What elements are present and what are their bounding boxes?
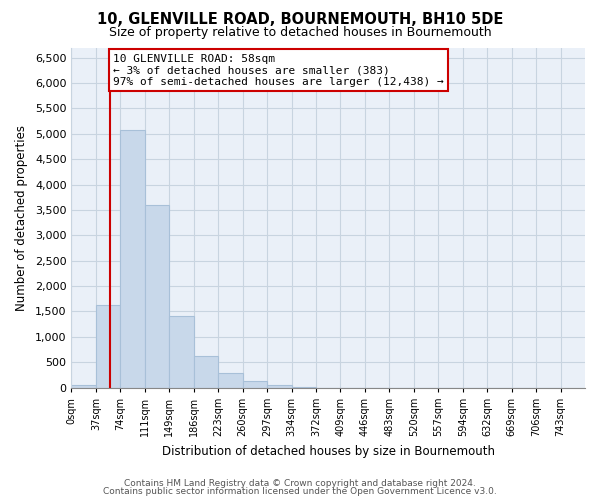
Bar [242,381,267,388]
Bar [267,385,292,388]
Bar [96,306,121,388]
Bar [71,385,96,388]
Bar [194,356,218,388]
Text: 10, GLENVILLE ROAD, BOURNEMOUTH, BH10 5DE: 10, GLENVILLE ROAD, BOURNEMOUTH, BH10 5D… [97,12,503,28]
Y-axis label: Number of detached properties: Number of detached properties [15,124,28,310]
Bar [121,130,145,388]
Text: Contains HM Land Registry data © Crown copyright and database right 2024.: Contains HM Land Registry data © Crown c… [124,478,476,488]
Bar [292,387,316,388]
Text: Contains public sector information licensed under the Open Government Licence v3: Contains public sector information licen… [103,487,497,496]
Bar [169,316,194,388]
X-axis label: Distribution of detached houses by size in Bournemouth: Distribution of detached houses by size … [162,444,495,458]
Bar [145,205,169,388]
Text: 10 GLENVILLE ROAD: 58sqm
← 3% of detached houses are smaller (383)
97% of semi-d: 10 GLENVILLE ROAD: 58sqm ← 3% of detache… [113,54,444,87]
Bar [218,373,242,388]
Text: Size of property relative to detached houses in Bournemouth: Size of property relative to detached ho… [109,26,491,39]
